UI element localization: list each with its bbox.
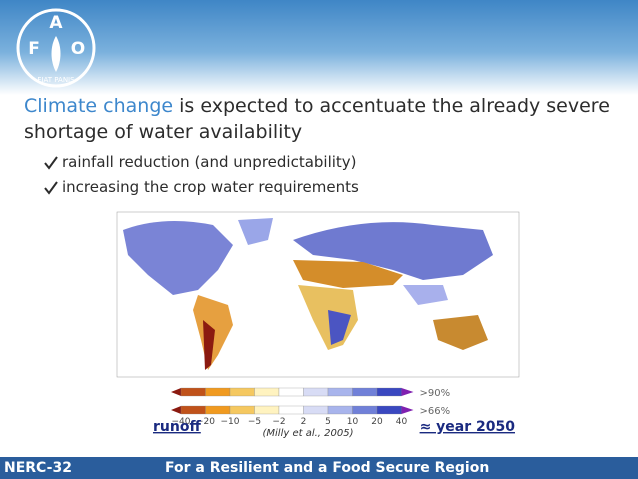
logo-letter: A: [49, 13, 63, 33]
colorbar-cell: [303, 405, 329, 415]
colorbar-end: [401, 388, 414, 396]
colorbar-cell: [180, 387, 206, 397]
scale-label: −20: [196, 417, 215, 427]
colorbar-end: [171, 406, 181, 414]
figure-label: ≈ year 2050: [420, 419, 516, 435]
level-label: >90%: [420, 388, 451, 399]
runoff-map: >90% >66% −40 −20 −10 −5 −2 2 5 10 20 40 runoff (Mi…: [103, 200, 531, 446]
footer-code: NERC-32: [4, 460, 72, 476]
scale-label: 5: [325, 417, 331, 427]
check-icon: [44, 181, 58, 195]
colorbar-cell: [205, 405, 231, 415]
scale-label: 20: [371, 417, 383, 427]
colorbar-cell: [254, 387, 280, 397]
colorbar-cell: [229, 387, 255, 397]
scale-label: 10: [347, 417, 359, 427]
bullet-text: increasing the crop water requirements: [62, 178, 359, 196]
colorbar-cell: [303, 387, 329, 397]
colorbar-cell: [352, 387, 378, 397]
heading-highlight: Climate change: [24, 95, 174, 117]
heading-text: is expected to accentuate the already se…: [24, 95, 610, 143]
scale-label: −10: [221, 417, 240, 427]
scale-label: −40: [172, 417, 191, 427]
colorbar-cell: [376, 405, 402, 415]
colorbar-cell: [352, 405, 378, 415]
colorbar-cell: [229, 405, 255, 415]
colorbar-cell: [205, 387, 231, 397]
colorbar-cell: [180, 405, 206, 415]
scale-label: 40: [396, 417, 408, 427]
scale-label: −2: [272, 417, 285, 427]
colorbar-cell: [278, 405, 304, 415]
bullet: rainfall reduction (and unpredictability…: [44, 153, 357, 171]
colorbar-end: [171, 388, 181, 396]
citation: (Milly et al., 2005): [262, 428, 353, 439]
logo-letter: O: [71, 39, 85, 59]
scale-label: −5: [248, 417, 261, 427]
bullet-text: rainfall reduction (and unpredictability…: [62, 153, 357, 171]
colorbar-cell: [376, 387, 402, 397]
logo-motto: FIAT PANIS: [37, 76, 75, 84]
logo-letter: F: [28, 39, 40, 59]
figure-label: runoff: [153, 419, 201, 435]
colorbar-cell: [327, 387, 353, 397]
footer: NERC-32 For a Resilient and a Food Secur…: [0, 457, 638, 479]
footer-tagline: For a Resilient and a Food Secure Region: [165, 460, 490, 476]
level-label: >66%: [420, 406, 451, 417]
check-icon: [44, 156, 58, 170]
header-band: [0, 0, 638, 95]
bullet: increasing the crop water requirements: [44, 178, 359, 196]
fao-logo: F A O FIAT PANIS: [16, 8, 96, 88]
colorbar-cell: [278, 387, 304, 397]
colorbar-end: [401, 406, 414, 414]
colorbar-cell: [327, 405, 353, 415]
scale-label: 2: [301, 417, 307, 427]
colorbar-cell: [254, 405, 280, 415]
heading: Climate change is expected to accentuate…: [24, 93, 624, 145]
